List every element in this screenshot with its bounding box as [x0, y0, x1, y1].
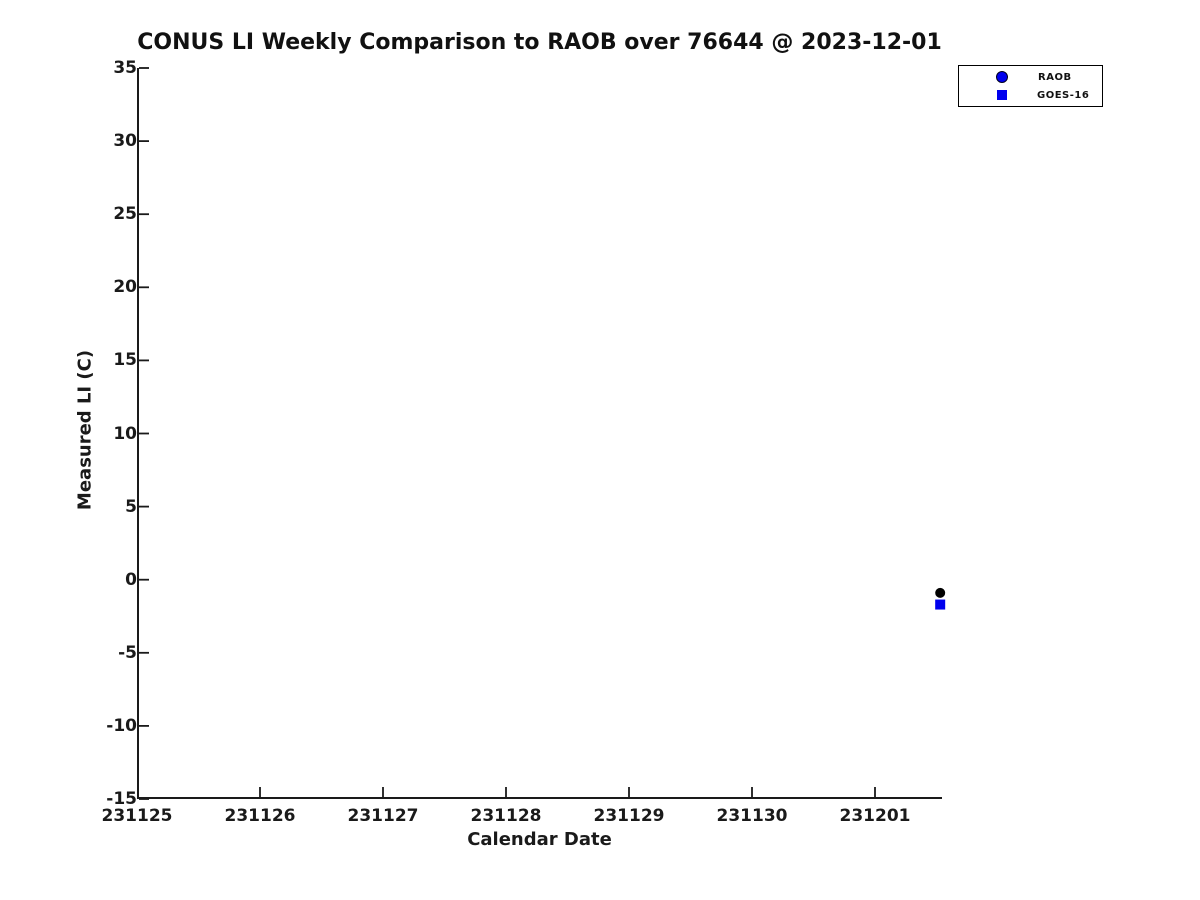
legend-item-raob: RAOB — [959, 68, 1102, 86]
y-tick-label: 0 — [125, 569, 137, 590]
x-axis-label: Calendar Date — [467, 829, 612, 850]
y-tick-label: 35 — [113, 58, 137, 78]
y-tick-label: 15 — [113, 350, 137, 371]
y-tick-label: 5 — [125, 496, 137, 517]
y-tick-label: -5 — [118, 642, 137, 663]
x-tick-label: 231129 — [593, 806, 665, 826]
legend: RAOB GOES-16 — [958, 65, 1103, 107]
chart-title: CONUS LI Weekly Comparison to RAOB over … — [137, 30, 942, 55]
x-tick-label: 231125 — [101, 806, 173, 826]
x-tick-label: 231128 — [470, 806, 542, 826]
legend-label-raob: RAOB — [1038, 71, 1072, 83]
data-point-goes-16 — [935, 599, 946, 610]
data-point-raob — [935, 587, 946, 598]
legend-label-goes16: GOES-16 — [1037, 89, 1090, 101]
legend-item-goes16: GOES-16 — [959, 86, 1102, 104]
y-tick-label: 25 — [113, 204, 137, 225]
x-tick-label: 231201 — [839, 806, 911, 826]
x-tick-label: 231126 — [224, 806, 296, 826]
x-tick-label: 231130 — [716, 806, 788, 826]
raob-circle-marker-icon — [996, 71, 1008, 83]
y-tick-label: -15 — [106, 789, 137, 809]
y-tick-label: 30 — [113, 131, 137, 152]
y-tick-label: 10 — [113, 423, 137, 444]
y-tick-label: -10 — [106, 715, 137, 736]
y-tick-label: 20 — [113, 277, 137, 298]
plot-area — [137, 67, 946, 800]
goes16-square-marker-icon — [997, 90, 1007, 100]
plot-canvas — [137, 67, 946, 800]
x-tick-label: 231127 — [347, 806, 419, 826]
